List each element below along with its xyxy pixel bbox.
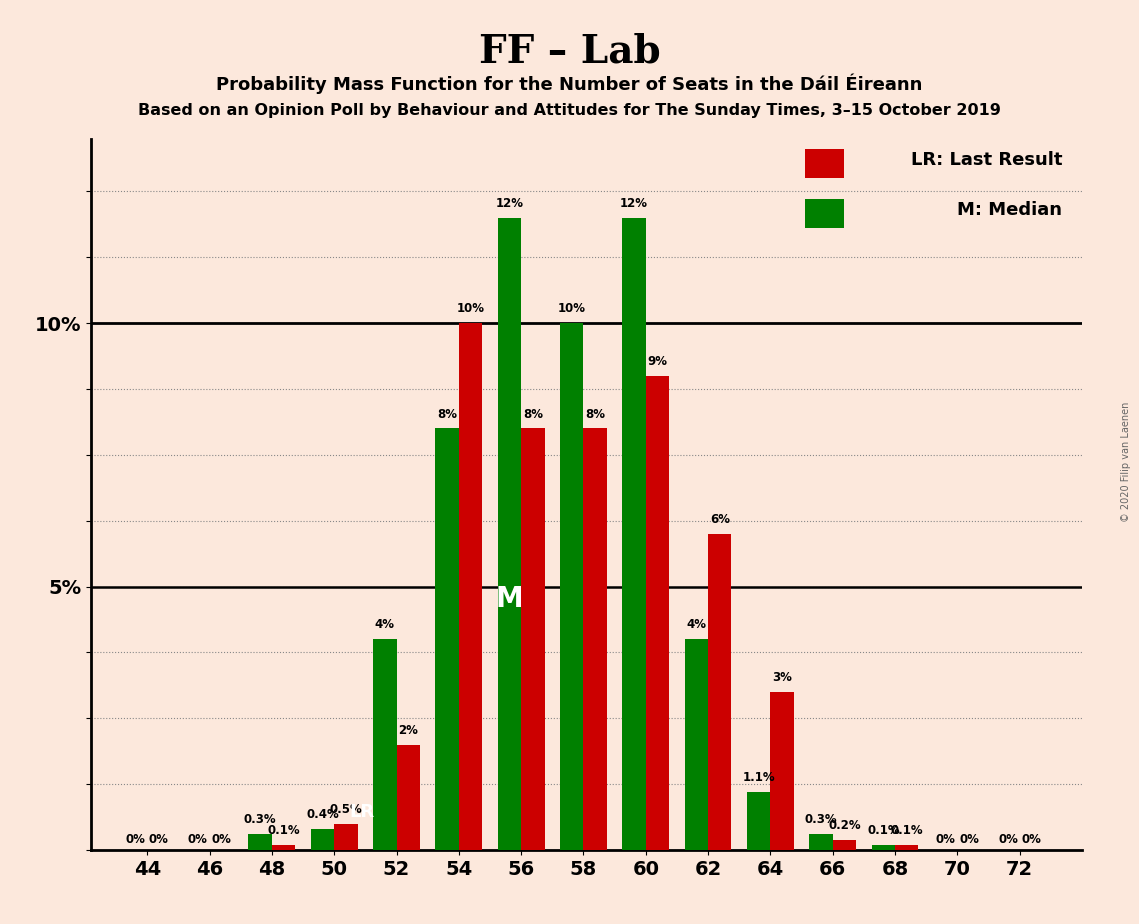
Text: 4%: 4% bbox=[375, 618, 395, 631]
Bar bbox=[311, 829, 334, 850]
Text: 8%: 8% bbox=[585, 407, 605, 420]
Text: Based on an Opinion Poll by Behaviour and Attitudes for The Sunday Times, 3–15 O: Based on an Opinion Poll by Behaviour an… bbox=[138, 103, 1001, 118]
Text: 8%: 8% bbox=[437, 407, 457, 420]
Text: 10%: 10% bbox=[558, 302, 585, 315]
Bar bbox=[708, 534, 731, 850]
Text: 0%: 0% bbox=[149, 833, 169, 845]
Bar bbox=[685, 639, 708, 850]
Text: 8%: 8% bbox=[523, 407, 543, 420]
Text: 0.1%: 0.1% bbox=[891, 824, 923, 837]
Bar bbox=[248, 834, 272, 850]
Text: 10%: 10% bbox=[457, 302, 484, 315]
Bar bbox=[804, 199, 844, 227]
Text: FF – Lab: FF – Lab bbox=[478, 32, 661, 70]
Text: 9%: 9% bbox=[647, 355, 667, 368]
Text: LR: Last Result: LR: Last Result bbox=[911, 151, 1063, 169]
Text: 0%: 0% bbox=[998, 833, 1018, 845]
Text: 0.1%: 0.1% bbox=[268, 824, 300, 837]
Bar bbox=[622, 218, 646, 850]
Text: 1.1%: 1.1% bbox=[743, 772, 775, 784]
Text: M: Median: M: Median bbox=[957, 201, 1063, 219]
Text: 6%: 6% bbox=[710, 513, 730, 526]
Text: LR: LR bbox=[349, 803, 374, 821]
Text: 12%: 12% bbox=[620, 197, 648, 210]
Text: 2%: 2% bbox=[399, 723, 418, 736]
Text: 3%: 3% bbox=[772, 671, 792, 684]
Text: 0.3%: 0.3% bbox=[244, 813, 277, 826]
Bar bbox=[396, 745, 420, 850]
Text: 0%: 0% bbox=[211, 833, 231, 845]
Bar bbox=[871, 845, 895, 850]
Text: 12%: 12% bbox=[495, 197, 524, 210]
Bar bbox=[459, 323, 482, 850]
Text: 0.3%: 0.3% bbox=[805, 813, 837, 826]
Text: 0.5%: 0.5% bbox=[329, 803, 362, 816]
Bar bbox=[522, 429, 544, 850]
Bar bbox=[646, 376, 669, 850]
Text: 4%: 4% bbox=[687, 618, 706, 631]
Text: Probability Mass Function for the Number of Seats in the Dáil Éireann: Probability Mass Function for the Number… bbox=[216, 74, 923, 94]
Text: 0%: 0% bbox=[959, 833, 980, 845]
Bar bbox=[583, 429, 607, 850]
Text: 0%: 0% bbox=[1022, 833, 1041, 845]
Bar bbox=[435, 429, 459, 850]
Bar bbox=[334, 823, 358, 850]
Bar bbox=[374, 639, 396, 850]
Bar bbox=[747, 792, 770, 850]
Text: 0%: 0% bbox=[936, 833, 956, 845]
Text: 0.4%: 0.4% bbox=[306, 808, 339, 821]
Text: 0%: 0% bbox=[188, 833, 207, 845]
Bar bbox=[560, 323, 583, 850]
Text: 0.2%: 0.2% bbox=[828, 819, 861, 832]
Bar bbox=[272, 845, 295, 850]
Text: © 2020 Filip van Laenen: © 2020 Filip van Laenen bbox=[1121, 402, 1131, 522]
Text: 0%: 0% bbox=[125, 833, 146, 845]
Bar bbox=[804, 150, 844, 177]
Bar bbox=[895, 845, 918, 850]
Bar bbox=[833, 840, 857, 850]
Text: 0.1%: 0.1% bbox=[867, 824, 900, 837]
Text: M: M bbox=[495, 585, 523, 613]
Bar bbox=[498, 218, 522, 850]
Bar bbox=[810, 834, 833, 850]
Bar bbox=[770, 692, 794, 850]
